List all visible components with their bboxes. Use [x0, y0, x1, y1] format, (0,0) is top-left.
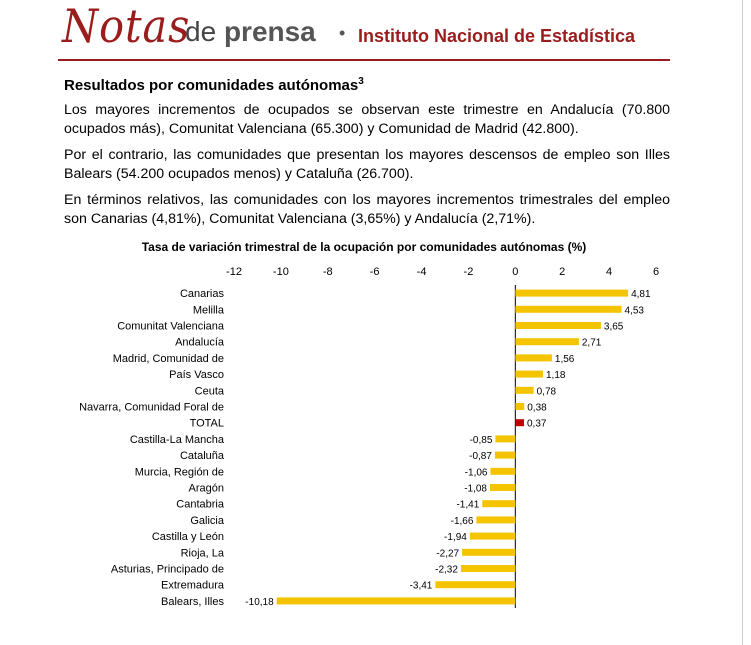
- bar: [435, 581, 516, 589]
- notas-logo: Notas: [62, 0, 191, 53]
- category-label: Balears, Illes: [161, 596, 224, 608]
- data-label: -3,41: [410, 581, 433, 592]
- data-label: -0,85: [470, 435, 493, 446]
- category-label: Murcia, Región de: [135, 466, 224, 478]
- x-tick-label: 0: [512, 266, 518, 278]
- x-tick-label: -2: [464, 266, 474, 278]
- bar: [515, 419, 525, 427]
- data-label: 4,81: [631, 289, 651, 300]
- masthead: Notas de prensa • Instituto Nacional de …: [58, 0, 674, 62]
- data-label: -2,32: [435, 565, 458, 576]
- category-label: Andalucía: [175, 337, 225, 349]
- data-label: 3,65: [604, 322, 624, 333]
- category-label: Navarra, Comunidad Foral de: [79, 402, 224, 414]
- header-rule: [58, 59, 670, 61]
- data-label: 1,18: [546, 370, 566, 381]
- bar: [276, 597, 516, 605]
- category-label: Castilla y León: [152, 531, 224, 543]
- category-label: Extremadura: [161, 580, 225, 592]
- bar: [494, 451, 516, 459]
- data-label: 0,38: [527, 403, 547, 414]
- bar: [460, 565, 516, 572]
- de-prensa-logo: de prensa: [185, 15, 316, 49]
- bar: [515, 305, 622, 313]
- x-tick-label: 4: [606, 266, 612, 278]
- data-label: 0,78: [537, 386, 557, 397]
- data-label: 2,71: [582, 338, 602, 349]
- bar: [482, 500, 516, 508]
- data-label: -10,18: [245, 597, 274, 608]
- x-tick-label: -4: [417, 266, 427, 278]
- data-label: -1,08: [464, 484, 487, 495]
- bar: [515, 322, 601, 329]
- data-label: -1,94: [444, 532, 467, 543]
- bar: [476, 516, 516, 524]
- paragraph-relative: En términos relativos, las comunidades c…: [64, 192, 670, 227]
- paragraph-increases: Los mayores incrementos de ocupados se o…: [64, 102, 670, 137]
- bar: [495, 435, 516, 443]
- category-label: País Vasco: [169, 369, 224, 381]
- bar: [462, 548, 516, 556]
- data-label: 0,37: [527, 419, 547, 430]
- category-label: Asturias, Principado de: [111, 564, 224, 576]
- bar: [490, 484, 516, 491]
- data-label: 4,53: [625, 305, 645, 316]
- bar: [515, 289, 629, 297]
- category-label: Galicia: [190, 515, 225, 527]
- institute-name: Instituto Nacional de Estadística: [358, 26, 636, 46]
- x-tick-label: -10: [273, 266, 289, 278]
- x-tick-label: -6: [370, 266, 380, 278]
- data-label: -2,27: [436, 548, 459, 559]
- category-label: Cataluña: [180, 450, 225, 462]
- data-label: 1,56: [555, 354, 575, 365]
- category-label: TOTAL: [190, 418, 224, 430]
- category-label: Canarias: [180, 288, 225, 300]
- category-label: Melilla: [193, 304, 225, 316]
- x-tick-label: 6: [653, 266, 659, 278]
- bar: [515, 403, 525, 410]
- logo-de-text: de: [185, 16, 217, 47]
- category-label: Madrid, Comunidad de: [113, 353, 224, 365]
- category-label: Aragón: [189, 483, 224, 495]
- data-label: -1,66: [451, 516, 474, 527]
- bar: [515, 354, 552, 362]
- category-label: Castilla-La Mancha: [130, 434, 225, 446]
- data-label: -0,87: [469, 451, 492, 462]
- bar: [515, 386, 534, 394]
- data-label: -1,06: [465, 467, 488, 478]
- section-title-text: Resultados por comunidades autónomas: [64, 77, 359, 94]
- logo-prensa-text: prensa: [223, 16, 316, 47]
- bar: [515, 338, 579, 346]
- category-label: Ceuta: [195, 385, 225, 397]
- paragraph-decreases: Por el contrario, las comunidades que pr…: [64, 147, 670, 182]
- category-label: Comunitat Valenciana: [117, 321, 225, 333]
- section-title: Resultados por comunidades autónomas3: [64, 72, 364, 96]
- data-label: -1,41: [456, 500, 479, 511]
- page-edge: [742, 0, 743, 645]
- x-tick-label: 2: [559, 266, 565, 278]
- header-separator: •: [339, 23, 346, 43]
- bar: [490, 467, 516, 475]
- bar: [515, 370, 543, 378]
- chart-title: Tasa de variación trimestral de la ocupa…: [141, 240, 587, 254]
- footnote-ref: 3: [358, 76, 364, 87]
- category-label: Rioja, La: [181, 547, 225, 559]
- category-label: Cantabria: [176, 499, 225, 511]
- bar: [469, 532, 516, 540]
- x-tick-label: -12: [226, 266, 242, 278]
- x-tick-label: -8: [323, 266, 333, 278]
